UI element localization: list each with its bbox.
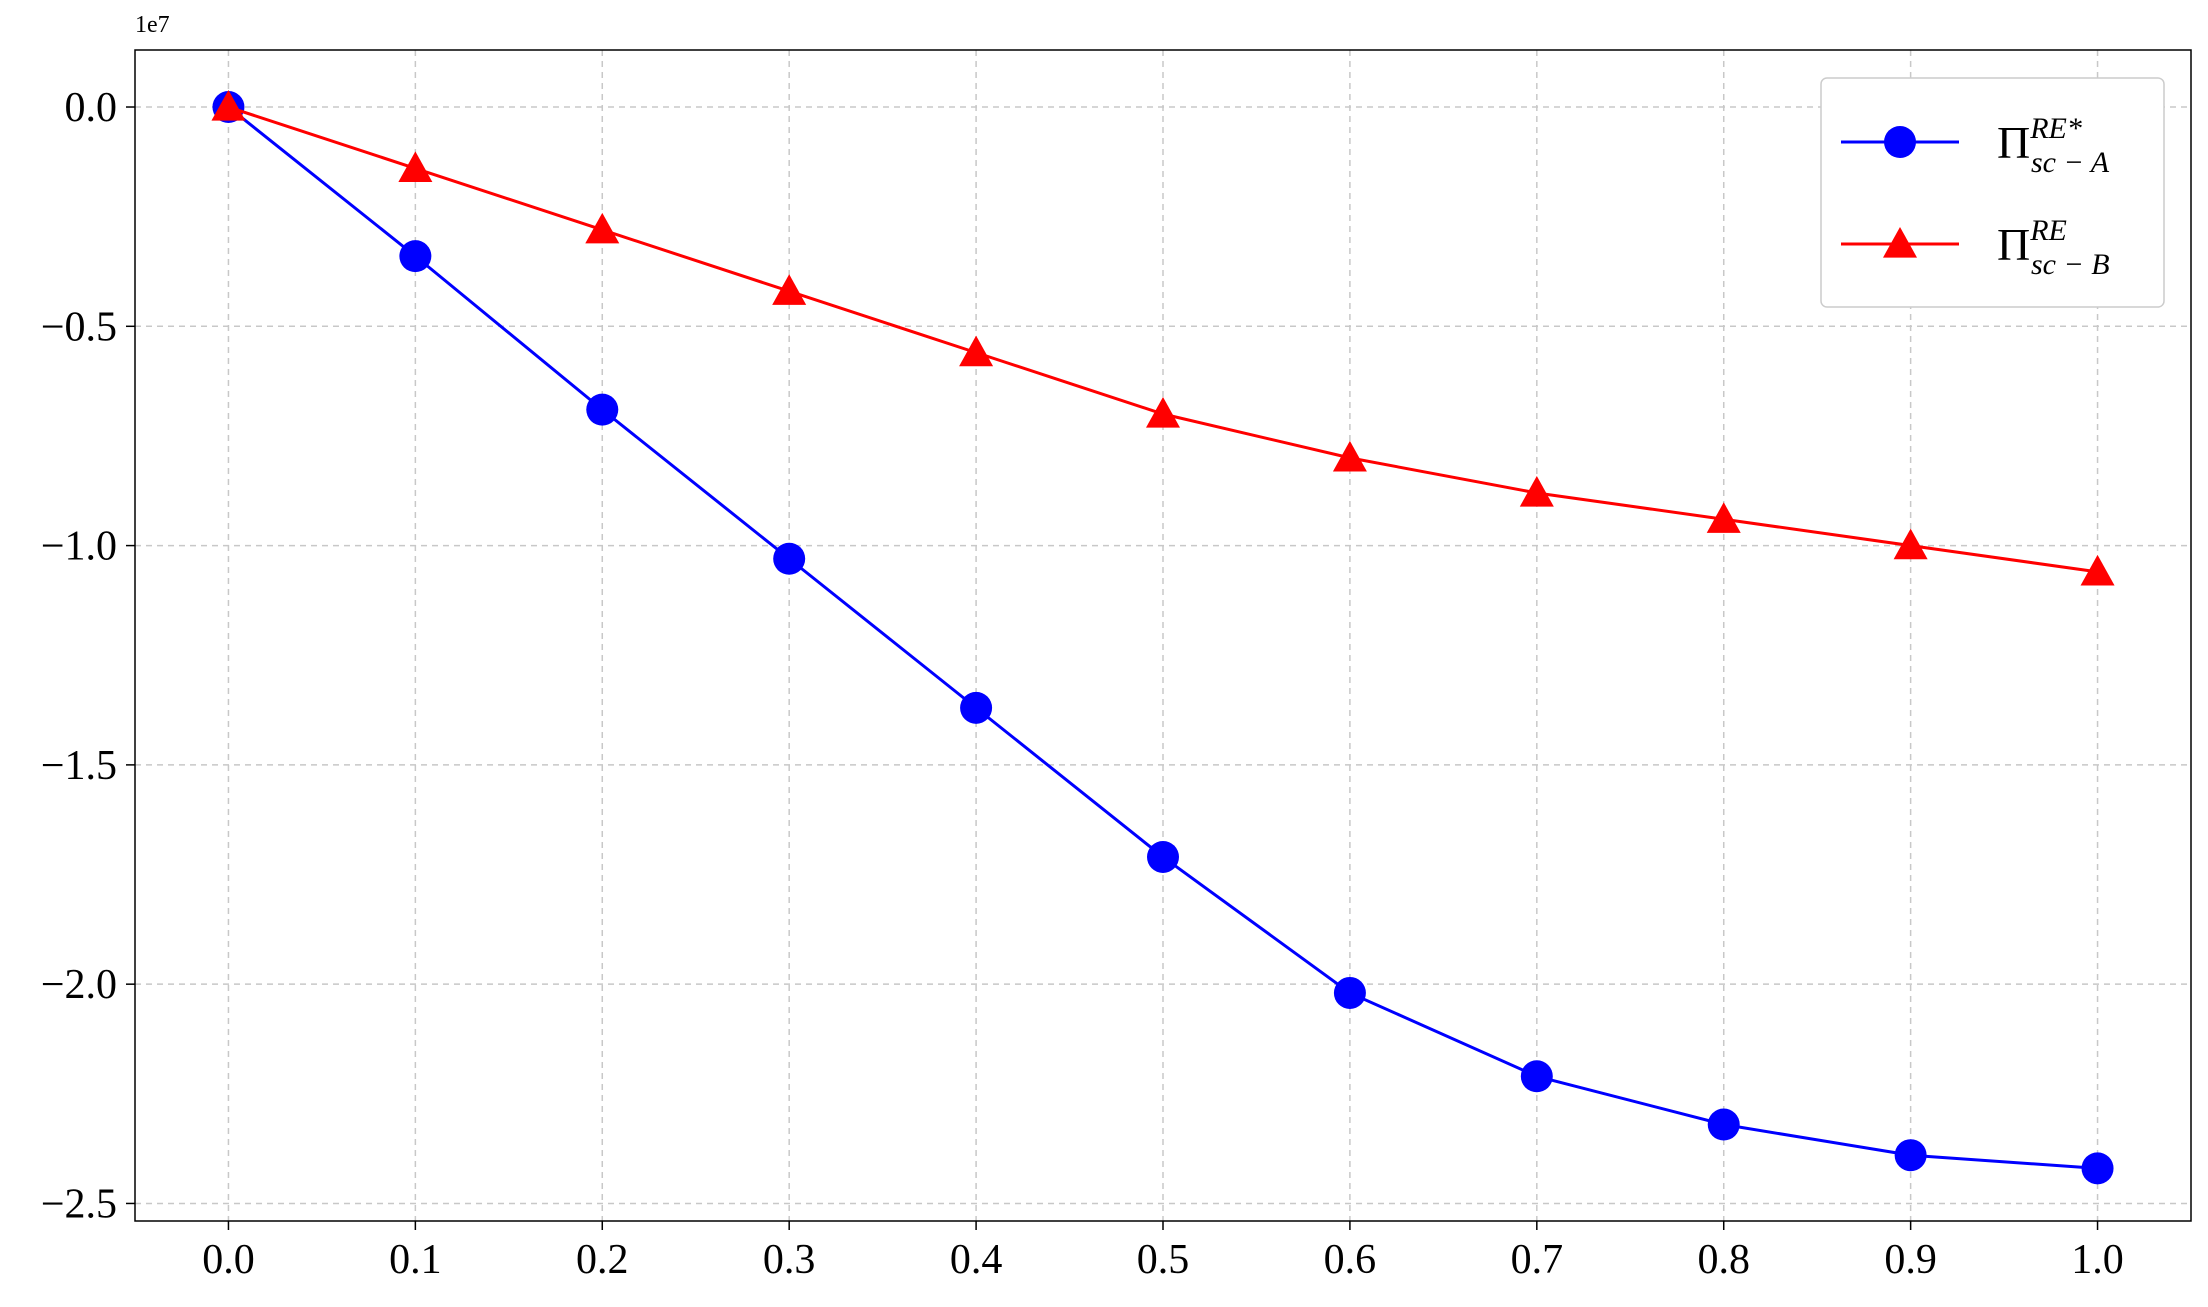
marker <box>1146 397 1180 428</box>
x-tick-label: 0.1 <box>389 1237 442 1283</box>
legend-subscript: sc − B <box>2031 248 2110 281</box>
marker <box>585 212 620 244</box>
marker <box>1894 1139 1927 1172</box>
y-tick-label: −2.5 <box>41 1181 117 1227</box>
x-tick-label: 0.4 <box>950 1237 1003 1283</box>
legend-superscript: RE* <box>2029 112 2082 145</box>
legend-superscript: RE <box>2029 214 2067 247</box>
y-tick-label: 0.0 <box>65 85 118 131</box>
x-tick-label: 0.6 <box>1324 1237 1377 1283</box>
plot-frame <box>134 49 2192 1222</box>
marker <box>1147 840 1179 873</box>
x-tick-label: 0.9 <box>1884 1237 1937 1283</box>
marker <box>1333 976 1366 1009</box>
x-tick-label: 0.0 <box>202 1237 255 1283</box>
x-tick-label: 0.5 <box>1137 1237 1190 1283</box>
marker <box>2080 554 2115 586</box>
legend-subscript: sc − A <box>2031 146 2110 179</box>
marker <box>1707 1108 1740 1141</box>
x-tick-label: 0.8 <box>1697 1237 1750 1283</box>
marker <box>773 542 806 575</box>
marker <box>1706 502 1741 533</box>
marker <box>399 240 432 273</box>
legend-label: ΠRE* sc − A <box>1997 112 2110 179</box>
y-tick-label: −1.5 <box>41 743 117 789</box>
legend-label: ΠRE sc − B <box>1997 214 2110 281</box>
legend-box <box>1820 77 2165 308</box>
legend-marker <box>1883 227 1917 258</box>
marker <box>2081 1152 2114 1185</box>
legend-symbol: Π <box>1997 219 2030 270</box>
marker <box>1893 528 1928 560</box>
x-tick-label: 0.3 <box>763 1237 816 1283</box>
marker <box>1519 475 1554 507</box>
marker <box>1332 440 1367 472</box>
marker <box>960 691 993 724</box>
x-tick-label: 0.7 <box>1511 1237 1564 1283</box>
y-tick-label: −0.5 <box>41 304 117 350</box>
marker <box>211 90 246 121</box>
x-tick-label: 0.2 <box>576 1237 629 1283</box>
marker <box>398 151 433 183</box>
x-tick-label: 1.0 <box>2071 1237 2124 1283</box>
legend-symbol: Π <box>1997 117 2030 168</box>
y-tick-label: −2.0 <box>41 962 117 1008</box>
y-tick-label: −1.0 <box>41 524 117 570</box>
y-offset-label: 1e7 <box>135 12 170 38</box>
marker <box>959 335 994 367</box>
marker <box>1520 1060 1553 1093</box>
marker <box>586 393 619 426</box>
marker <box>772 274 807 305</box>
legend-marker <box>1884 126 1916 158</box>
